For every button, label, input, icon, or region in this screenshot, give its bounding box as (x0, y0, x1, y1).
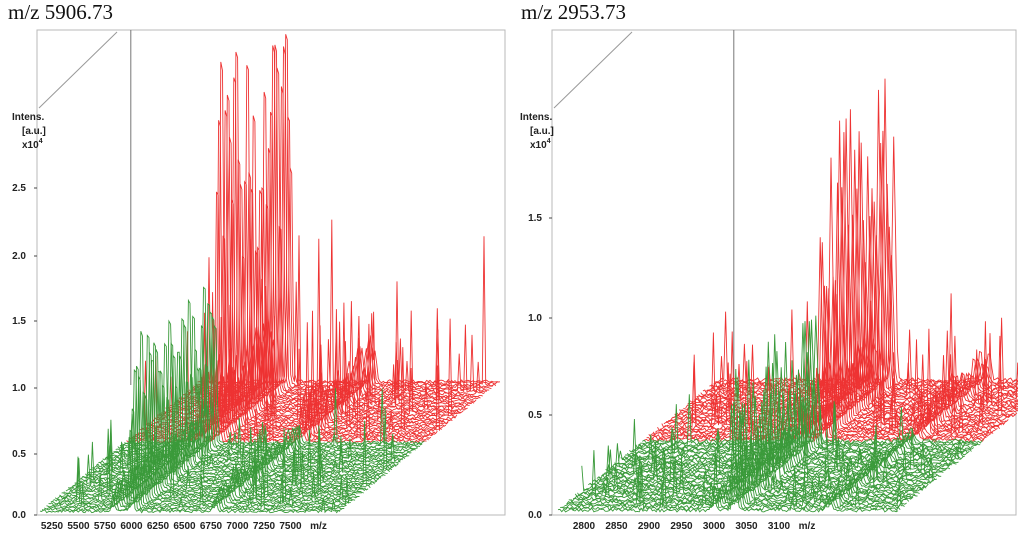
spectrum-trace (646, 242, 987, 441)
spectrum-trace (48, 376, 350, 507)
spectrum-trace (39, 429, 341, 514)
y-axis-label: x104 (22, 138, 43, 151)
x-tick-label: 2950 (670, 521, 693, 532)
spectrum-trace (61, 359, 362, 497)
x-tick-label: 6250 (147, 521, 170, 532)
y-tick-label: 1.0 (528, 313, 542, 324)
x-tick-label: 3000 (703, 521, 726, 532)
spectrum-trace (607, 395, 949, 473)
y-tick-label: 2.5 (12, 183, 26, 194)
x-tick-label: 2800 (573, 521, 596, 532)
y-tick-label: 0.5 (12, 449, 26, 460)
spectrum-trace (44, 368, 345, 510)
y-axis-label: [a.u.] (22, 126, 46, 137)
spectrum-trace (570, 436, 912, 503)
spectrum-trace (564, 411, 905, 508)
y-axis-label: [a.u.] (530, 126, 554, 137)
x-tick-label: 3050 (735, 521, 758, 532)
spectrum-trace (41, 408, 343, 512)
y-tick-label: 2.0 (12, 251, 26, 262)
chart-title-right: m/z 2953.73 (521, 0, 626, 24)
spectrum-trace (76, 396, 378, 484)
spectrum-trace (631, 352, 972, 454)
x-axis-label: m/z (799, 521, 816, 532)
x-tick-label: 6000 (120, 521, 143, 532)
x-tick-label: 5750 (94, 521, 117, 532)
spectrum-trace (557, 401, 899, 513)
x-tick-label: 5500 (67, 521, 90, 532)
x-tick-label: 2900 (638, 521, 661, 532)
y-tick-label: 1.0 (12, 383, 26, 394)
spectrum-trace (598, 334, 940, 480)
spectrum-trace (50, 331, 351, 506)
y-axis-label: Intens. (12, 112, 44, 123)
x-tick-label: 7000 (226, 521, 249, 532)
y-tick-label: 0.0 (528, 510, 542, 521)
x-tick-label: 3100 (768, 521, 791, 532)
x-axis-label: m/z (310, 521, 327, 532)
x-tick-label: 5250 (41, 521, 64, 532)
chart-title-left: m/z 5906.73 (8, 0, 113, 24)
plot-frame (551, 29, 1017, 516)
y-axis-label: Intens. (520, 112, 552, 123)
x-tick-label: 6500 (173, 521, 196, 532)
spectrum-trace (560, 368, 901, 511)
y-tick-label: 0.0 (12, 510, 26, 521)
spectrum-trace (588, 389, 929, 489)
depth-guide-line (553, 31, 633, 109)
y-axis-label: x104 (530, 138, 551, 151)
y-tick-label: 1.5 (528, 213, 542, 224)
spectrum-trace (629, 321, 970, 455)
x-tick-label: 7500 (279, 521, 302, 532)
x-tick-label: 7250 (253, 521, 276, 532)
spectrum-trace (592, 341, 933, 485)
x-tick-label: 2850 (605, 521, 628, 532)
x-tick-label: 6750 (200, 521, 223, 532)
spectrum-trace (644, 237, 985, 443)
spectra-chart-right: 0.0 0.5 1.0 1.5 Intens. [a.u.]x104 2800 2850 290… (520, 29, 1018, 532)
spectrum-trace (650, 285, 992, 438)
spectrum-trace (652, 288, 994, 436)
plot-frame (36, 29, 506, 516)
y-tick-label: 1.5 (12, 316, 26, 327)
depth-guide-line (38, 31, 118, 109)
spectrum-trace (661, 182, 1003, 429)
spectrum-trace (562, 376, 903, 510)
y-tick-label: 0.5 (528, 410, 542, 421)
